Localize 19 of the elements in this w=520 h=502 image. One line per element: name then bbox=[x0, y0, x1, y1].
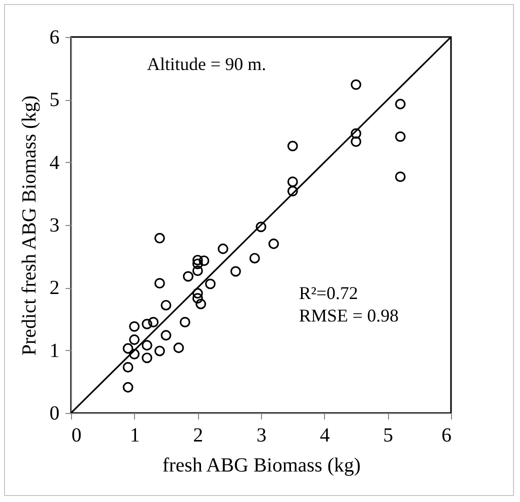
annotation: Altitude = 90 m. bbox=[147, 54, 266, 74]
y-axis-title: Predict fresh ABG Biomass (kg) bbox=[18, 96, 40, 356]
y-tick-label: 5 bbox=[50, 89, 60, 112]
x-tick-label: 3 bbox=[256, 424, 266, 446]
y-tick-label: 4 bbox=[50, 152, 60, 174]
annotation: RMSE = 0.98 bbox=[299, 306, 399, 326]
x-tick-label: 1 bbox=[130, 424, 140, 446]
y-tick-label: 2 bbox=[50, 277, 60, 300]
y-tick-label: 6 bbox=[50, 26, 60, 48]
y-tick-label: 0 bbox=[50, 402, 60, 424]
x-tick-label: 5 bbox=[383, 424, 394, 446]
x-axis-title: fresh ABG Biomass (kg) bbox=[162, 454, 361, 476]
x-tick-label: 0 bbox=[72, 424, 82, 446]
x-tick-label: 4 bbox=[320, 424, 330, 446]
y-tick-label: 3 bbox=[50, 214, 60, 236]
annotation: R²=0.72 bbox=[299, 283, 358, 304]
y-tick-label: 1 bbox=[50, 340, 60, 362]
x-tick-label: 6 bbox=[442, 424, 452, 446]
x-tick-label: 2 bbox=[193, 424, 204, 446]
